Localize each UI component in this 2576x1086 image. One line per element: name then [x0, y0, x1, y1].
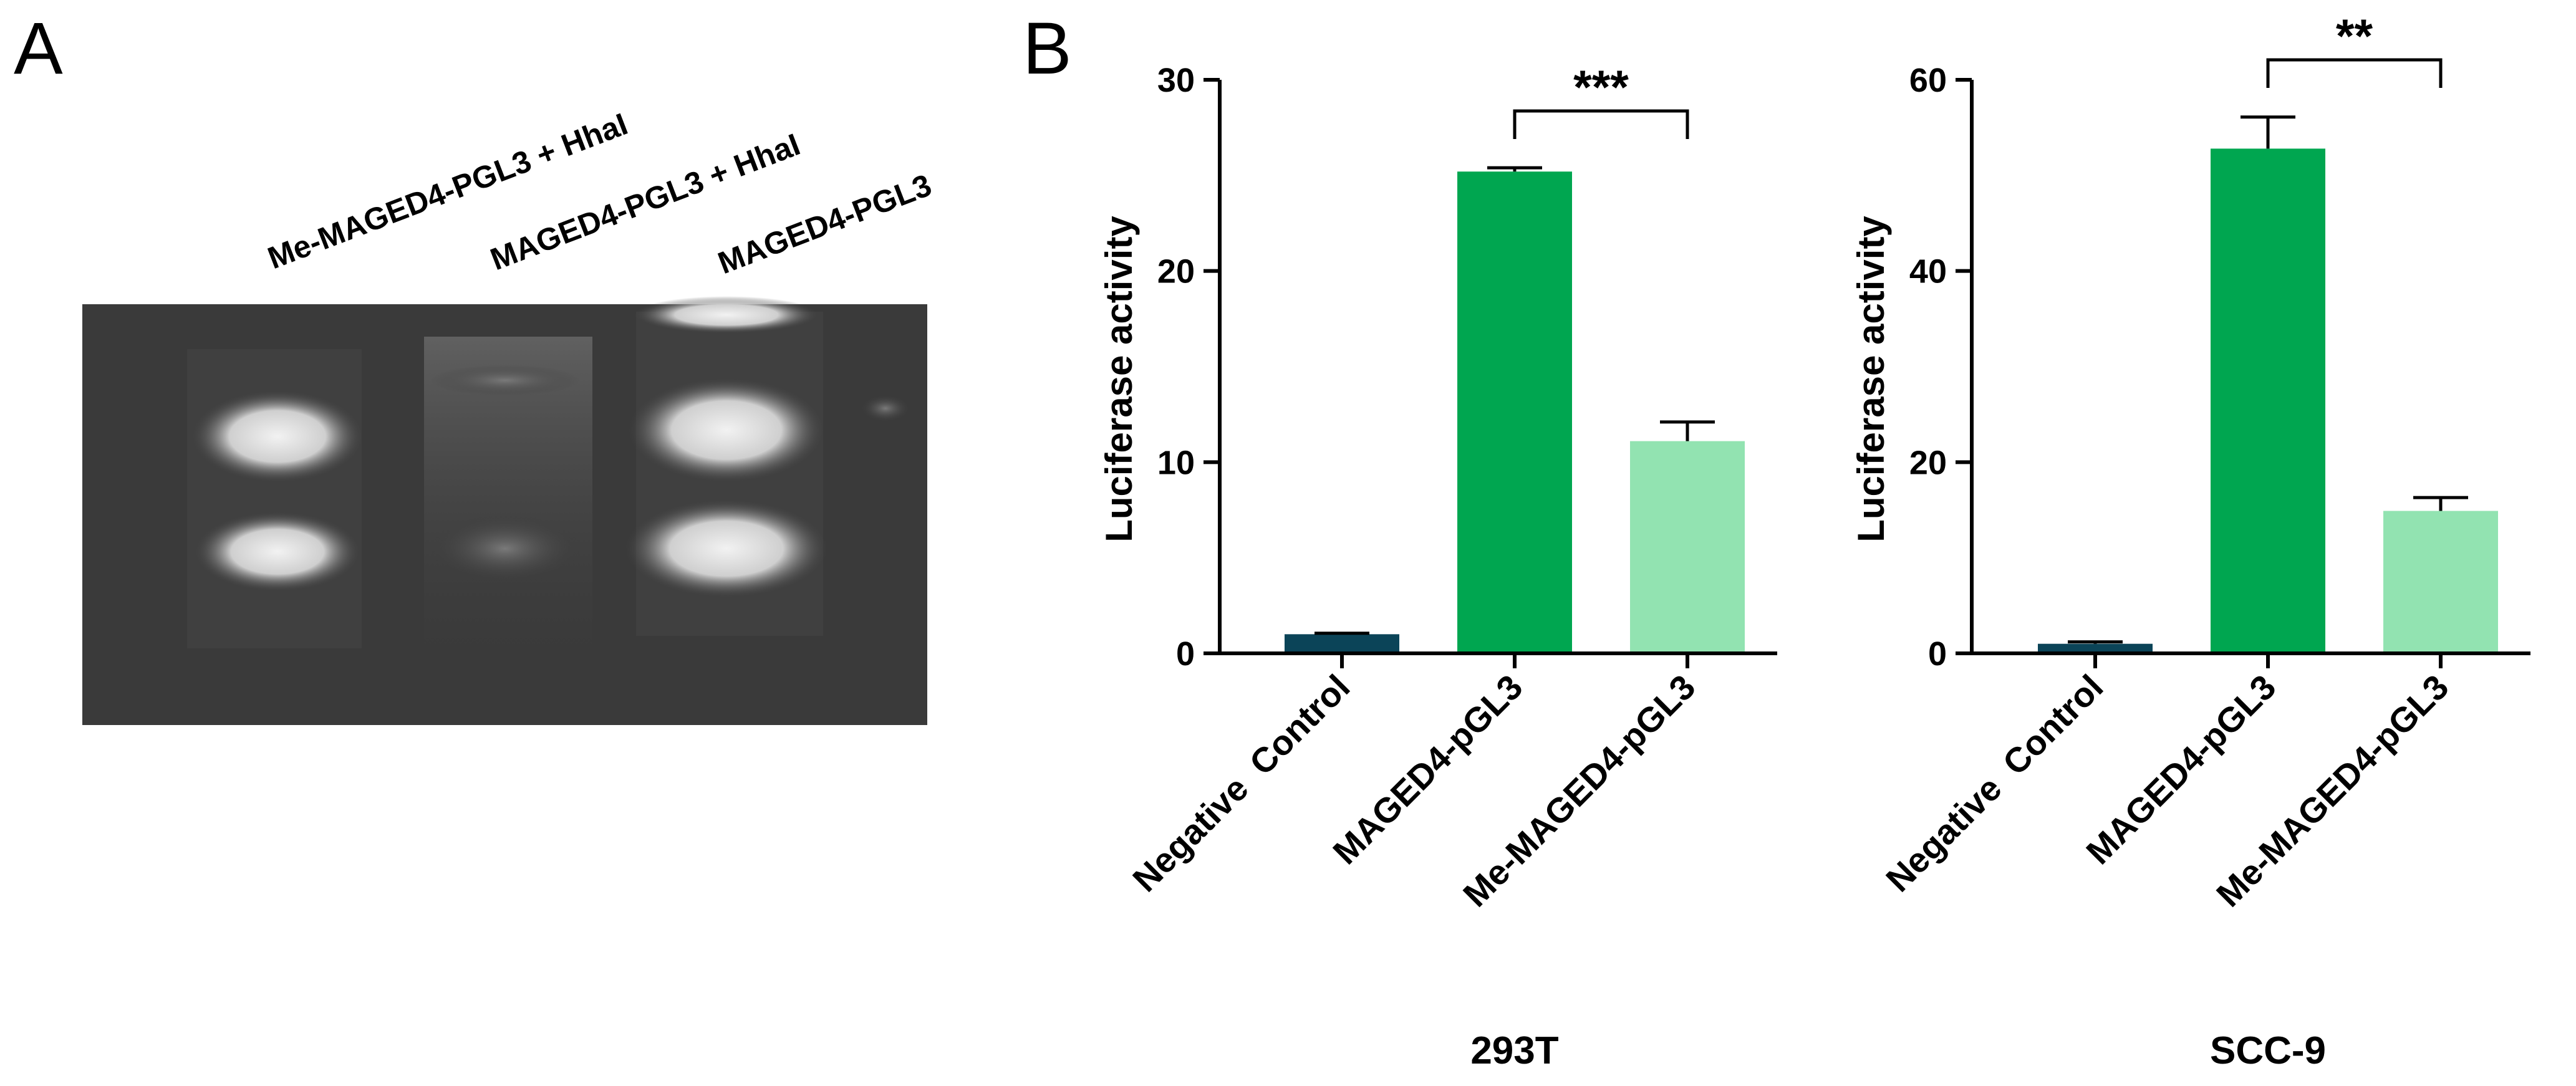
significance-bracket	[1513, 109, 1689, 139]
lane-3-upper-band	[627, 377, 826, 483]
lane-2-lower-band	[430, 514, 580, 583]
bar	[1457, 171, 1572, 653]
category-label: MAGED4-pGL3	[2078, 667, 2283, 872]
significance-label: **	[2336, 10, 2373, 63]
gel-image	[82, 296, 927, 725]
bar	[1630, 441, 1745, 653]
category-label: Negative Control	[1878, 667, 2110, 899]
significance-bracket	[2266, 58, 2443, 88]
y-tick-label: 20	[1909, 444, 1947, 481]
y-tick-label: 20	[1157, 253, 1195, 291]
lane-1-upper-band	[190, 390, 365, 483]
lane-1-lower-band	[193, 511, 362, 592]
y-tick-label: 30	[1157, 62, 1195, 99]
bar	[1285, 634, 1399, 653]
bar	[2211, 148, 2325, 653]
panel-b-letter: B	[1023, 7, 1072, 90]
category-label: MAGED4-pGL3	[1325, 667, 1530, 872]
chart-title: SCC-9	[2210, 1029, 2326, 1072]
y-tick-label: 10	[1157, 444, 1195, 481]
chart-title: 293T	[1470, 1029, 1558, 1072]
lane-3-lower-band	[624, 499, 829, 598]
lane-label-1: Me-MAGED4-PGL3 + HhaI	[263, 106, 632, 276]
category-label: Negative Control	[1125, 667, 1357, 899]
y-axis-title: Luciferase activity	[1850, 216, 1892, 542]
y-tick-label: 40	[1909, 253, 1947, 291]
bar	[2383, 511, 2498, 653]
y-tick-label: 60	[1909, 62, 1947, 99]
panel-a-letter: A	[14, 7, 63, 90]
y-tick-label: 0	[1928, 635, 1947, 673]
bar	[2038, 643, 2153, 653]
lane-4-speck	[861, 395, 910, 422]
significance-label: ***	[1573, 61, 1629, 114]
lane-labels: Me-MAGED4-PGL3 + HhaI MAGED4-PGL3 + HhaI…	[263, 106, 936, 281]
y-axis-title: Luciferase activity	[1098, 216, 1140, 542]
lane-3-well	[633, 296, 820, 334]
lane-2-faint-band	[430, 365, 580, 396]
y-tick-label: 0	[1176, 635, 1195, 673]
lane-label-3: MAGED4-PGL3	[713, 168, 936, 281]
